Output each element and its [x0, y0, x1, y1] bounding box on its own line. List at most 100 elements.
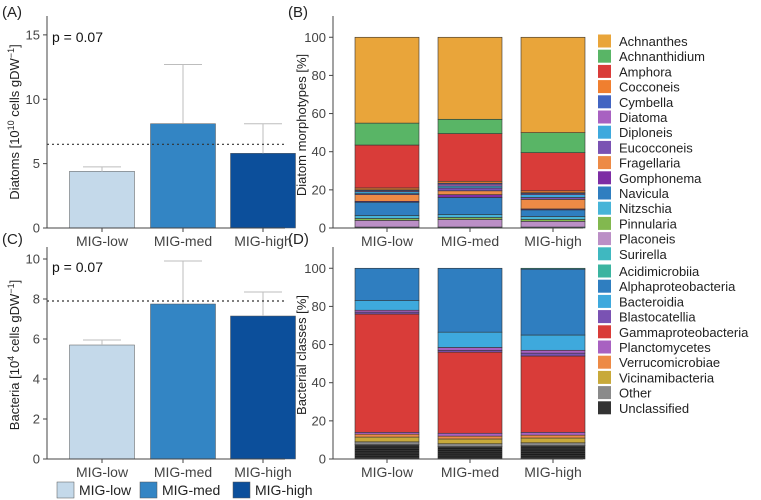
bar-c-mig-low: [69, 344, 135, 460]
legend-swatch-diatoma: [598, 110, 611, 124]
segment-d-verrucomicrobiae-mig-med: [437, 435, 503, 440]
y-tick-label-b: 100: [304, 30, 326, 45]
y-tick-label-c: 6: [33, 332, 40, 347]
y-tick-label-d: 80: [312, 299, 326, 314]
y-tick-label-b: 20: [312, 182, 326, 197]
x-tick-label-c: MIG-low: [76, 464, 129, 480]
legend-label-diatoma: Diatoma: [619, 110, 668, 125]
x-tick-label-d: MIG-med: [441, 464, 499, 480]
legend-label-eucocconeis: Eucocconeis: [619, 140, 693, 155]
ylabel-c-exp: 4: [6, 356, 16, 361]
legend-swatch-verrucomicrobiae: [598, 355, 611, 369]
y-tick-label-c: 0: [33, 452, 40, 467]
y-tick-label-b: 40: [312, 144, 326, 159]
legend-swatch-gomphonema: [598, 171, 611, 185]
y-tick-label-d: 40: [312, 375, 326, 390]
segment-d-gammaproteobacteria-mig-high: [520, 355, 586, 433]
legend-label-achnanthes: Achnanthes: [619, 34, 688, 49]
legend-swatch-bacteroidia: [598, 294, 611, 308]
legend-swatch-nitzschia: [598, 201, 611, 215]
segment-b-amphora-mig-med: [437, 133, 503, 182]
segment-d-other-mig-med: [437, 443, 503, 447]
legend-swatch-acidimicrobiia: [598, 264, 611, 278]
segment-b-achnanthes-mig-high: [520, 36, 586, 133]
segment-b-placoneis-mig-med: [437, 219, 503, 228]
legend-swatch-vicinamibacteria: [598, 370, 611, 384]
error-bar-a-mig-med: [164, 63, 202, 124]
y-tick-label-b: 60: [312, 106, 326, 121]
segment-b-achnanthidium-mig-high: [520, 132, 586, 153]
text-layer: (A) (B) (C) (D) p = 0.07 p = 0.07 Diatom…: [2, 4, 582, 480]
legend-label-gammaproteobacteria: Gammaproteobacteria: [619, 325, 749, 340]
segment-d-verrucomicrobiae-mig-high: [520, 434, 586, 439]
segment-b-fragellaria-mig-low: [354, 194, 420, 202]
segment-d-planctomycetes-mig-med: [437, 432, 503, 437]
legend-swatch-other: [598, 386, 611, 400]
x-tick-label-d: MIG-high: [524, 464, 582, 480]
y-tick-label-c: 2: [33, 412, 40, 427]
ylabel-c-main: Bacteria [10: [7, 361, 22, 430]
segment-b-navicula-mig-med: [437, 197, 503, 215]
legend-swatch-eucocconeis: [598, 140, 611, 154]
legend-label-diploneis: Diploneis: [619, 125, 673, 140]
legend-swatch-amphora: [598, 64, 611, 78]
legend-label-achnanthidium: Achnanthidium: [619, 49, 705, 64]
y-axis-label-b: Diatom morphotypes [%]: [294, 54, 309, 196]
y-tick-label-d: 60: [312, 337, 326, 352]
segment-b-eucocconeis-mig-med: [437, 187, 503, 192]
segment-b-achnanthidium-mig-med: [437, 118, 503, 134]
legend-label-amphora: Amphora: [619, 64, 673, 79]
legend-label-acidimicrobiia: Acidimicrobiia: [619, 264, 700, 279]
legend-label-surirella: Surirella: [619, 247, 667, 262]
segment-d-acidimicrobiia-mig-high: [520, 267, 586, 270]
segment-b-nitzschia-mig-low: [354, 215, 420, 219]
legend-swatch-alphaproteobacteria: [598, 279, 611, 293]
legend-label-mig-low: MIG-low: [79, 482, 132, 498]
y-tick-label-a: 15: [26, 27, 40, 42]
segment-d-verrucomicrobiae-mig-low: [354, 433, 420, 438]
bar-c-mig-med: [150, 303, 216, 460]
legend-swatch-cymbella: [598, 95, 611, 109]
segment-d-other-mig-low: [354, 441, 420, 445]
bar-a-mig-med: [150, 123, 216, 229]
x-tick-label-b: MIG-high: [524, 233, 582, 249]
segment-b-placoneis-mig-high: [520, 221, 586, 228]
y-axis-label-d: Bacterial classes [%]: [294, 295, 309, 415]
legend-label-pinnularia: Pinnularia: [619, 216, 678, 231]
bar-a-mig-high: [230, 153, 296, 229]
ylabel-c-rest: cells gDW: [7, 293, 22, 356]
y-tick-label-d: 0: [319, 452, 326, 467]
segment-b-fragellaria-mig-high: [520, 199, 586, 210]
segment-d-bacteroidia-mig-low: [354, 300, 420, 311]
y-tick-label-c: 4: [33, 372, 40, 387]
y-axis-label-c: Bacteria [104 cells gDW−1]: [6, 280, 22, 430]
x-tick-label-a: MIG-med: [154, 233, 212, 249]
legend-swatch-blastocatellia: [598, 310, 611, 324]
x-tick-label-c: MIG-med: [154, 464, 212, 480]
legend-label-planctomycetes: Planctomycetes: [619, 340, 711, 355]
legend-label-gomphonema: Gomphonema: [619, 171, 702, 186]
segment-b-achnanthidium-mig-low: [354, 122, 420, 146]
ylabel-a-exp: 10: [6, 120, 16, 130]
legend-label-vicinamibacteria: Vicinamibacteria: [619, 370, 715, 385]
error-bar-c-mig-low: [83, 339, 121, 345]
legend-label-mig-high: MIG-high: [255, 482, 313, 498]
ylabel-a-main: Diatoms [10: [7, 130, 22, 199]
y-tick-label-c: 8: [33, 292, 40, 307]
legend-swatch-diploneis: [598, 125, 611, 139]
legend-label-alphaproteobacteria: Alphaproteobacteria: [619, 279, 736, 294]
panel-label-a: (A): [2, 4, 22, 21]
segment-b-diploneis-mig-high: [520, 194, 586, 198]
legend-label-nitzschia: Nitzschia: [619, 201, 673, 216]
segment-b-gomphonema-mig-med: [437, 194, 503, 198]
legend-swatch-surirella: [598, 247, 611, 261]
axes-layer: [43, 16, 583, 463]
y-tick-label-a: 5: [33, 156, 40, 171]
x-tick-label-d: MIG-low: [361, 464, 414, 480]
legend-label-cymbella: Cymbella: [619, 95, 674, 110]
y-tick-label-a: 0: [33, 221, 40, 236]
segment-d-alphaproteobacteria-mig-high: [520, 268, 586, 336]
legend-swatch-planctomycetes: [598, 340, 611, 354]
segment-d-bacteroidia-mig-high: [520, 334, 586, 351]
